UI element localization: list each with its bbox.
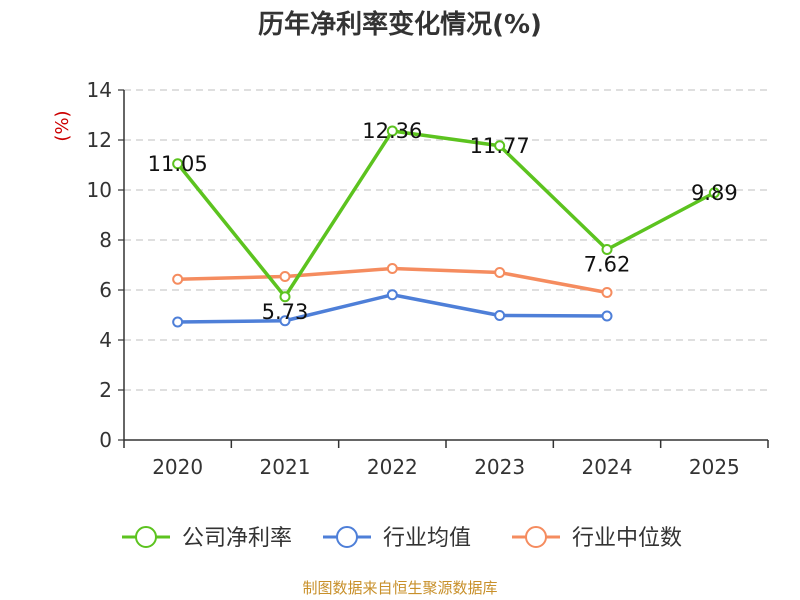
industry-avg-series-point — [386, 289, 398, 301]
legend-label: 公司净利率 — [182, 526, 292, 551]
industry-median-series-point — [172, 273, 184, 285]
y-tick-label: 0 — [99, 428, 112, 452]
x-tick-label: 2022 — [367, 455, 418, 479]
axes — [118, 89, 769, 448]
industry-median-series-point — [494, 267, 506, 278]
industry-avg-series-point — [494, 310, 506, 321]
legend-marker — [336, 526, 358, 548]
legend-marker — [135, 526, 157, 548]
company-series-point — [386, 125, 398, 137]
legend-label: 行业中位数 — [572, 526, 682, 551]
company-series-line — [176, 129, 716, 299]
data-label: 11.77 — [470, 134, 530, 158]
data-label: 12.36 — [362, 119, 422, 143]
data-label: 9.89 — [691, 181, 738, 205]
data-label: 7.62 — [584, 253, 631, 277]
x-tick-label: 2023 — [474, 455, 525, 479]
grid-lines — [124, 89, 768, 391]
industry-median-series — [172, 263, 613, 298]
industry-avg-series-point — [601, 310, 613, 322]
y-tick-labels: 0 2 4 6 8 10 12 14 — [87, 78, 112, 452]
y-axis-unit-label: (%) — [52, 110, 73, 141]
industry-avg-series — [172, 289, 613, 328]
y-tick-label: 8 — [99, 228, 112, 252]
data-labels: 11.05 5.73 12.36 11.77 7.62 9.89 — [148, 119, 738, 324]
company-series-point — [279, 291, 291, 303]
legend: 公司净利率 行业均值 行业中位数 — [122, 526, 682, 551]
industry-median-series-point — [386, 263, 398, 274]
industry-median-series-point — [601, 287, 613, 298]
company-series-point — [601, 244, 613, 255]
legend-item-industry-median[interactable]: 行业中位数 — [512, 526, 682, 551]
industry-avg-series-point — [172, 316, 184, 328]
x-tick-label: 2021 — [260, 455, 311, 479]
y-tick-label: 2 — [99, 378, 112, 402]
data-label: 5.73 — [262, 300, 309, 324]
company-series-point — [494, 140, 506, 152]
company-series-point — [172, 158, 184, 170]
y-tick-label: 12 — [87, 128, 112, 152]
y-tick-label: 10 — [87, 178, 112, 202]
legend-item-industry-avg[interactable]: 行业均值 — [323, 526, 471, 551]
y-tick-label: 4 — [99, 328, 112, 352]
company-series — [172, 125, 720, 303]
x-tick-labels: 2020 2021 2022 2023 2024 2025 — [152, 455, 740, 479]
legend-marker — [525, 526, 547, 548]
industry-avg-series-point — [279, 315, 291, 327]
x-tick-label: 2025 — [689, 455, 740, 479]
legend-label: 行业均值 — [383, 526, 471, 551]
legend-item-company[interactable]: 公司净利率 — [122, 526, 292, 551]
y-tick-label: 6 — [99, 278, 112, 302]
industry-median-series-point — [279, 271, 291, 282]
source-note: 制图数据来自恒生聚源数据库 — [302, 579, 497, 597]
series-group — [172, 125, 720, 328]
company-series-point — [708, 187, 720, 199]
x-tick-label: 2020 — [152, 455, 203, 479]
x-tick-label: 2024 — [582, 455, 633, 479]
data-label: 11.05 — [148, 152, 208, 176]
chart-title: 历年净利率变化情况(%) — [258, 9, 542, 40]
y-tick-label: 14 — [87, 78, 112, 102]
